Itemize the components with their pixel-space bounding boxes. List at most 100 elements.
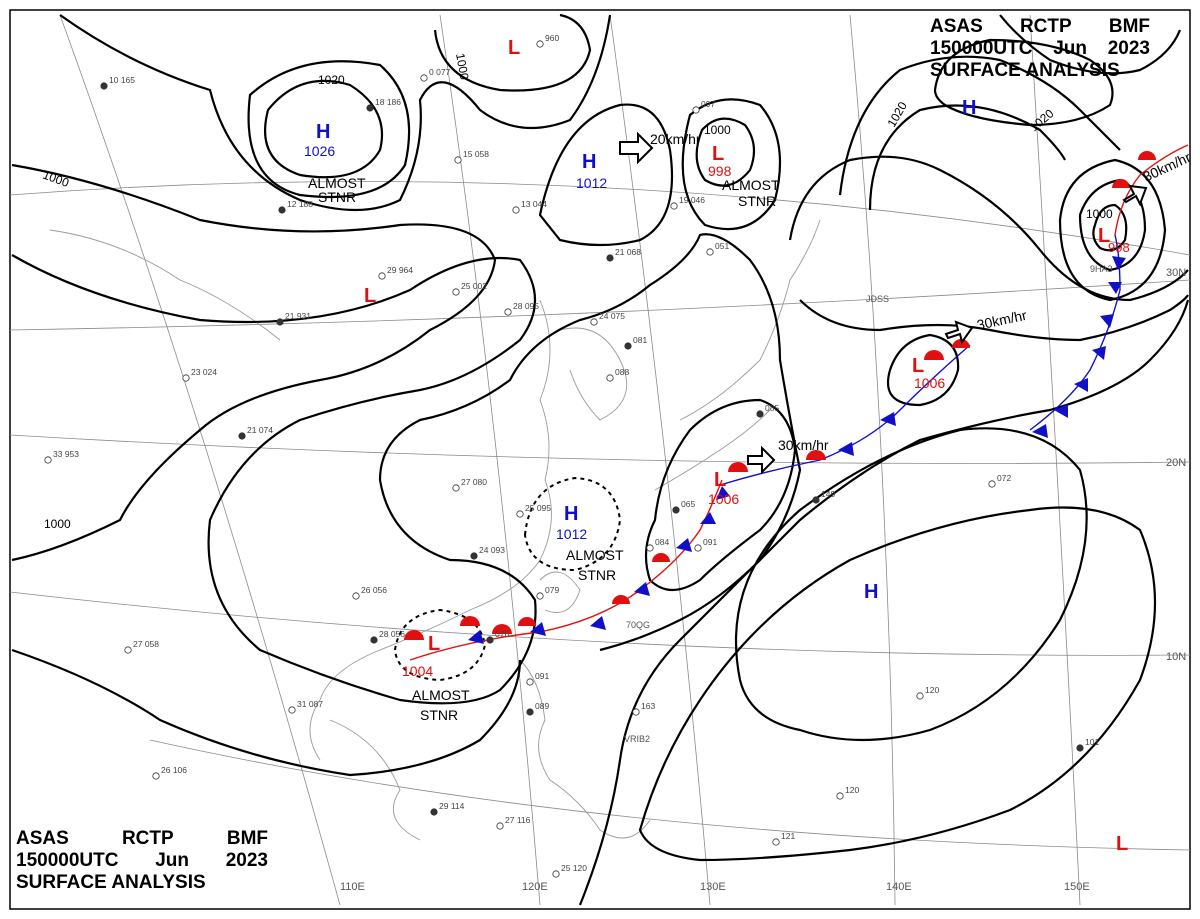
station-plot: 21 074 — [238, 425, 273, 440]
station-circle-icon — [706, 248, 714, 256]
station-plot: 065 — [672, 499, 695, 514]
footer-year: 2023 — [225, 850, 268, 871]
lon-label-150: 150E — [1064, 881, 1090, 893]
station-plot: 120 — [916, 685, 939, 700]
stationary-notes: ALMOST STNR ALMOST STNR ALMOST STNR ALMO… — [308, 175, 780, 723]
station-circle-icon — [496, 822, 504, 830]
station-circle-icon — [452, 288, 460, 296]
header-month: Jun — [1053, 38, 1087, 59]
station-circle-icon — [378, 272, 386, 280]
station-circle-icon — [590, 318, 598, 326]
station-circle-icon — [646, 544, 654, 552]
station-plot: 079 — [536, 585, 559, 600]
front-line-sw — [409, 479, 723, 661]
pc-7-value: 998 — [1108, 240, 1130, 255]
station-plot-value: 27 058 — [133, 639, 159, 649]
station-plot-value: 25 095 — [525, 503, 551, 513]
pc-13-letter: L — [1116, 833, 1128, 855]
station-plot: 149 — [812, 489, 835, 504]
arrow-30kmhr-mid — [747, 445, 776, 475]
pc-11-letter: L — [428, 633, 440, 655]
lat-label-30: 30N — [1166, 267, 1186, 279]
station-plot: 0 077 — [420, 67, 451, 82]
footer-title: SURFACE ANALYSIS — [16, 872, 206, 893]
pc-2-letter: L — [508, 37, 520, 59]
station-plot: 13 044 — [512, 199, 547, 214]
station-circle-icon — [606, 374, 614, 382]
isobar-1004-ne-big — [788, 155, 1189, 302]
front-line-mid — [719, 344, 971, 486]
note-n-almost: ALMOST — [722, 177, 780, 193]
station-circle-icon — [536, 40, 544, 48]
station-plot-value: 091 — [535, 671, 549, 681]
graticule — [9, 14, 1191, 906]
station-plot: 076 — [486, 629, 509, 644]
cold-front-marks — [468, 256, 1126, 644]
pc-4-value: 1012 — [576, 175, 607, 191]
header-line-1: ASAS RCTP BMF — [930, 16, 1150, 38]
station-circle-icon — [672, 506, 680, 514]
isobar-1004-big — [11, 233, 802, 705]
station-ids: JDSS 9HA3 VRIB2 70QG — [624, 264, 1113, 744]
station-circle-icon — [772, 838, 780, 846]
station-plot: 10 165 — [100, 75, 135, 90]
station-plot-value: 21 068 — [615, 247, 641, 257]
station-plot-value: 120 — [845, 785, 859, 795]
station-plot: 25 120 — [552, 863, 587, 878]
station-circle-icon — [1076, 744, 1084, 752]
station-plot: 085 — [756, 403, 779, 418]
station-id-2: 9HA3 — [1090, 264, 1113, 274]
station-circle-icon — [454, 156, 462, 164]
station-circle-icon — [420, 74, 428, 82]
dashed-isobars — [393, 476, 622, 682]
pc-10-letter: H — [564, 503, 578, 525]
station-plot-value: 29 964 — [387, 265, 413, 275]
isobar-1000-long — [11, 163, 497, 562]
station-plot-value: 097 — [701, 99, 715, 109]
station-id-3: VRIB2 — [624, 734, 650, 744]
pc-12-letter: H — [864, 581, 878, 603]
station-plot-value: 28 095 — [513, 301, 539, 311]
arrow-20kmhr — [619, 131, 654, 165]
station-plot: 088 — [606, 367, 629, 382]
isobar-label-8: 1000 — [1086, 207, 1113, 221]
pressure-centers: H 1026 L L H 1012 L 998 H L 998 L 1006 L… — [304, 37, 1130, 855]
footer-month: Jun — [155, 850, 189, 871]
station-circle-icon — [670, 202, 678, 210]
lat-label-10: 10N — [1166, 651, 1186, 663]
station-plot: 091 — [526, 671, 549, 686]
note-n-stnr: STNR — [738, 193, 776, 209]
isobar-1000-ne — [999, 14, 1182, 75]
pc-1-value: 1026 — [304, 143, 335, 159]
station-circle-icon — [352, 592, 360, 600]
footer-code-1: ASAS — [16, 828, 69, 849]
station-plot: 23 024 — [182, 367, 217, 382]
motion-label-2: 30km/hr — [778, 437, 829, 453]
note-sw-almost: ALMOST — [412, 687, 470, 703]
station-plot-value: 121 — [781, 831, 795, 841]
pc-9-value: 1006 — [708, 491, 739, 507]
station-plot-value: 076 — [495, 629, 509, 639]
warm-front-marks — [404, 151, 1156, 640]
station-circle-icon — [526, 708, 534, 716]
footer-line-1: ASAS RCTP BMF — [16, 828, 268, 850]
station-circle-icon — [278, 206, 286, 214]
station-plot-value: 25 120 — [561, 863, 587, 873]
pc-8-value: 1006 — [914, 375, 945, 391]
station-plot-value: 25 002 — [461, 281, 487, 291]
station-circle-icon — [632, 708, 640, 716]
station-plot: 084 — [646, 537, 669, 552]
isobar-1012-south — [578, 299, 1190, 906]
station-circle-icon — [694, 544, 702, 552]
station-plot-value: 088 — [615, 367, 629, 377]
station-plot: 091 — [694, 537, 717, 552]
station-circle-icon — [152, 772, 160, 780]
isobar-1008-ne — [799, 294, 1189, 342]
station-plot-value: 21 931 — [285, 311, 311, 321]
station-plot: 25 002 — [452, 281, 487, 296]
station-plot: 089 — [526, 701, 549, 716]
station-plot-value: 10 165 — [109, 75, 135, 85]
pc-5-letter: L — [712, 143, 724, 165]
note-nw-stnr: STNR — [318, 189, 356, 205]
